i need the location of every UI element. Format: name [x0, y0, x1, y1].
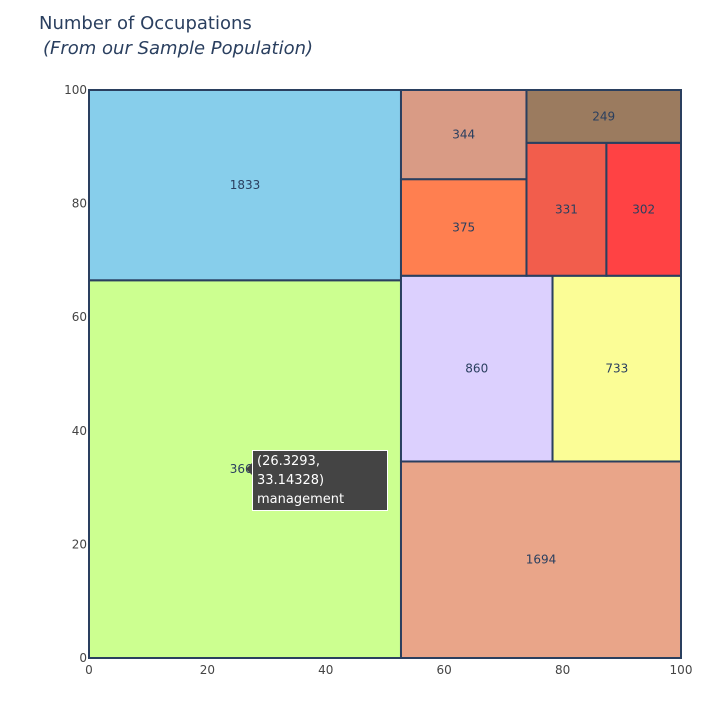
cell-value-label: 375: [452, 220, 475, 234]
tooltip-pointer: [246, 463, 252, 475]
x-tick-label: 60: [437, 663, 452, 677]
cell-value-label: 1694: [526, 553, 557, 567]
treemap-cell-302[interactable]: [605, 141, 683, 277]
chart-subtitle: (From our Sample Population): [43, 38, 314, 59]
treemap-cell-1833[interactable]: [88, 89, 402, 282]
treemap-cell-249[interactable]: [525, 89, 682, 144]
y-tick-label: 60: [72, 310, 87, 324]
y-tick-label: 100: [64, 83, 87, 97]
cell-value-label: 860: [465, 362, 488, 376]
y-tick-label: 80: [72, 197, 87, 211]
y-tick-label: 0: [79, 651, 87, 665]
tooltip-category: management: [257, 492, 345, 507]
x-tick-label: 40: [318, 663, 333, 677]
treemap-cell-344[interactable]: [399, 89, 528, 181]
x-tick-label: 80: [555, 663, 570, 677]
y-tick-label: 20: [72, 537, 87, 551]
x-tick-label: 0: [85, 663, 93, 677]
chart-title: Number of Occupations: [39, 13, 252, 34]
axes: 0 20 40 60 80 100 0 20 40 60 80 100: [64, 83, 692, 677]
hover-tooltip: (26.3293, 33.14328) management: [252, 450, 388, 511]
cell-value-label: 331: [555, 202, 578, 216]
cell-value-label: 733: [605, 362, 628, 376]
x-tick-label: 20: [200, 663, 215, 677]
cell-value-label: 344: [452, 128, 475, 142]
x-tick-label: 100: [670, 663, 693, 677]
tooltip-coords: (26.3293, 33.14328): [257, 454, 325, 488]
cell-value-label: 249: [592, 109, 615, 123]
cell-value-label: 302: [632, 202, 655, 216]
y-tick-label: 40: [72, 424, 87, 438]
cell-value-label: 1833: [230, 178, 261, 192]
